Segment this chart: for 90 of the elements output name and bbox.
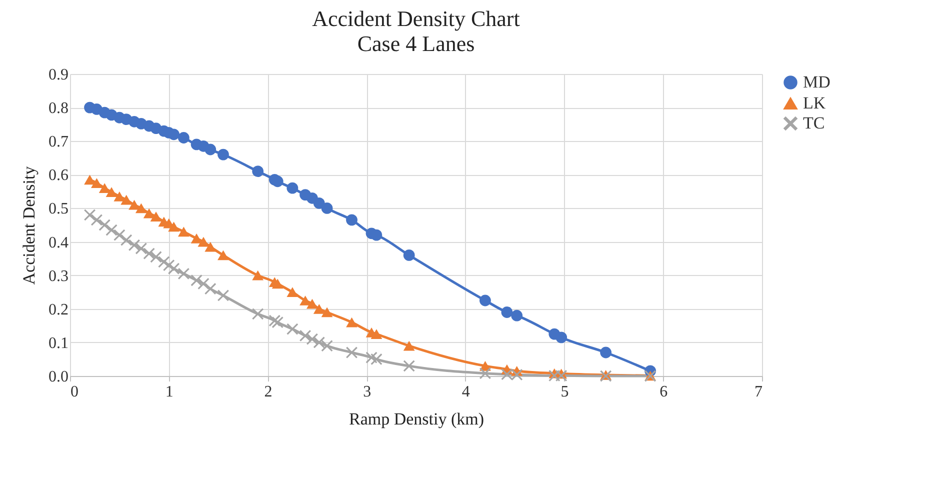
point: [600, 346, 612, 358]
legend-label: MD: [803, 72, 830, 92]
point: [135, 203, 147, 214]
point: [128, 200, 140, 210]
x-tick-label: 6: [660, 384, 668, 400]
y-tick-label: 0.9: [48, 66, 68, 84]
y-tick-label: 0.5: [48, 200, 68, 218]
point: [300, 296, 311, 306]
point: [218, 250, 229, 260]
y-tick-label: 0.2: [48, 301, 68, 318]
point: [90, 178, 102, 188]
point: [313, 336, 325, 348]
point: [98, 219, 110, 231]
point: [120, 194, 132, 205]
y-axis-title: Accident Density: [20, 166, 38, 285]
point: [403, 340, 415, 351]
point: [306, 333, 318, 345]
point: [403, 360, 415, 372]
point: [178, 268, 190, 280]
point: [321, 307, 333, 318]
point: [252, 166, 264, 177]
point: [178, 226, 190, 237]
legend-label: TC: [803, 114, 825, 132]
point: [556, 370, 568, 382]
point: [114, 229, 126, 241]
point: [346, 317, 358, 328]
x-tick-label: 7: [754, 384, 762, 400]
point: [150, 212, 162, 222]
point: [272, 278, 284, 289]
y-tick-label: 0.0: [48, 368, 68, 386]
point: [272, 176, 284, 188]
point: [313, 304, 325, 314]
point: [370, 229, 382, 241]
point: [218, 148, 229, 160]
x-tick-label: 3: [363, 384, 372, 400]
point: [321, 202, 333, 214]
point: [204, 283, 216, 294]
x-tick-label: 2: [264, 384, 272, 400]
point: [501, 306, 513, 318]
x-tick-label: 1: [165, 384, 174, 400]
y-tick-label: 0.1: [48, 334, 68, 352]
point: [286, 287, 298, 298]
point: [306, 298, 318, 309]
point: [272, 316, 284, 328]
point: [556, 332, 568, 344]
point: [300, 330, 311, 342]
y-tick-label: 0.6: [48, 167, 68, 184]
point: [114, 192, 126, 202]
point: [511, 310, 523, 322]
y-tick-label: 0.8: [48, 100, 68, 118]
point: [84, 174, 96, 185]
point: [143, 208, 155, 218]
point: [168, 128, 180, 140]
x-tick-label: 5: [560, 384, 569, 400]
point: [190, 274, 202, 286]
point: [150, 251, 162, 263]
point: [120, 234, 132, 246]
x-tick-label: 0: [70, 384, 78, 400]
point: [106, 187, 118, 198]
point: [98, 183, 110, 194]
point: [370, 329, 382, 339]
y-tick-label: 0.3: [48, 268, 68, 285]
point: [346, 214, 358, 226]
point: [252, 308, 264, 320]
legend-label: LK: [803, 94, 826, 112]
point: [168, 262, 180, 274]
point: [313, 198, 325, 209]
point: [190, 233, 202, 244]
point: [106, 224, 118, 236]
chart-title: Accident Density Chart: [312, 6, 520, 31]
point: [403, 250, 415, 261]
point: [168, 222, 180, 232]
point: [286, 182, 298, 194]
y-tick-label: 0.7: [48, 134, 68, 151]
point: [128, 239, 140, 251]
point: [252, 270, 264, 280]
point: [511, 368, 523, 380]
x-axis-title: Ramp Denstiy (km): [348, 410, 484, 428]
point: [286, 323, 298, 335]
point: [480, 294, 491, 306]
point: [501, 368, 513, 380]
point: [198, 236, 210, 247]
x-tick-label: 4: [462, 384, 470, 400]
point: [204, 144, 216, 156]
point: [143, 248, 155, 260]
point: [178, 132, 190, 144]
point: [204, 242, 216, 252]
chart-subtitle: Case 4 Lanes: [357, 31, 475, 56]
y-tick-label: 0.4: [48, 234, 68, 252]
point: [480, 368, 491, 380]
